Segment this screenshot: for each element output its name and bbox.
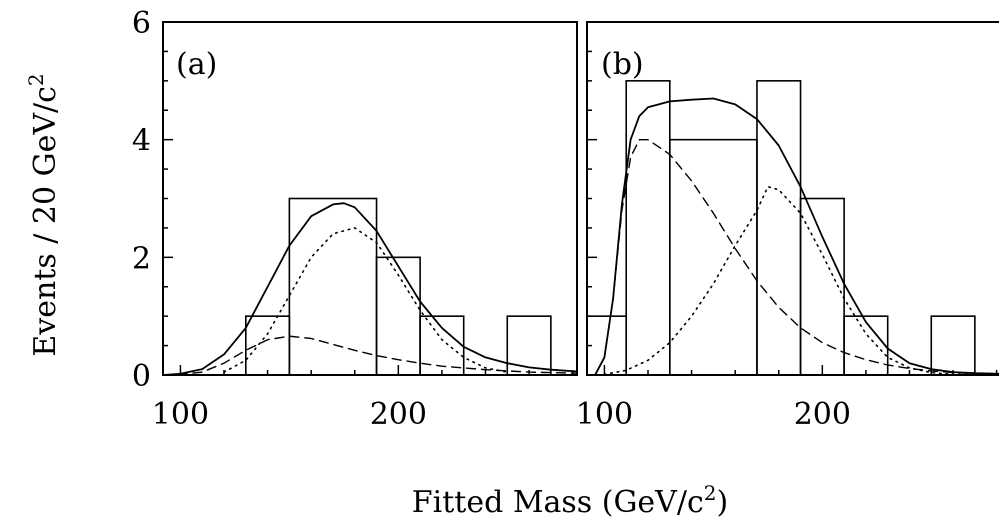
panel-a-histogram-bin — [245, 315, 291, 376]
panel-b-ticks — [587, 21, 998, 376]
y-axis-title: Events / 20 GeV/c2 — [24, 73, 63, 356]
panel-a-curve-dotted — [223, 227, 509, 373]
x-axis-title: Fitted Mass (GeV/c2) — [412, 481, 728, 520]
panel-b-frame — [586, 21, 999, 376]
panel-a-curve-solid — [162, 202, 578, 376]
panel-b-histogram-bin — [756, 80, 802, 376]
panel-b-curves — [594, 97, 999, 376]
panel-b-label: (b) — [601, 47, 644, 82]
panel-a-label: (a) — [176, 47, 217, 82]
panel-a-x-tick-label: 200 — [370, 397, 427, 432]
panel-b-histogram-bin — [625, 80, 671, 376]
panel-a-x-tick-labels: 100 200 — [152, 397, 427, 432]
panel-a-histogram-bin — [506, 315, 552, 376]
x-axis-title-sup: 2 — [704, 481, 717, 505]
x-axis-title-end: ) — [716, 485, 728, 520]
y-axis-title-sup: 2 — [24, 73, 48, 86]
panel-b-x-tick-label: 100 — [576, 397, 633, 432]
panel-a-y-tick-labels: 0 2 4 6 — [132, 6, 151, 394]
panel-b-histogram-bin — [668, 138, 758, 376]
panel-a-y-tick-label: 0 — [132, 359, 151, 394]
panel-b-curve-solid — [594, 97, 999, 375]
panel-b: (b) 100 200 — [576, 21, 999, 432]
panel-a-histogram-bin — [288, 197, 378, 376]
panel-a-histogram-bin — [419, 315, 465, 376]
y-axis-title-main: Events / 20 GeV/c — [28, 86, 63, 357]
panel-a-x-tick-label: 100 — [152, 397, 209, 432]
panel-b-histogram-bin — [799, 197, 845, 376]
panel-a-y-tick-label: 4 — [132, 124, 151, 159]
panel-b-curve-dashed — [595, 138, 999, 376]
x-axis-title-main: Fitted Mass (GeV/c — [412, 485, 704, 520]
panel-b-histogram-bin — [930, 315, 976, 376]
panel-b-curve-dotted — [603, 185, 999, 376]
panel-a-curve-dashed — [162, 335, 578, 376]
panel-b-histogram — [586, 80, 976, 376]
panel-b-x-tick-label: 200 — [794, 397, 851, 432]
panel-a-y-tick-label: 2 — [132, 241, 151, 276]
panel-a-curves — [162, 202, 578, 376]
panel-b-histogram-bin — [843, 315, 889, 376]
panel-b-x-tick-labels: 100 200 — [576, 397, 851, 432]
panel-a: (a) 0 2 4 6 100 200 — [132, 6, 578, 432]
panel-a-histogram — [245, 197, 552, 376]
panel-a-y-tick-label: 6 — [132, 6, 151, 41]
